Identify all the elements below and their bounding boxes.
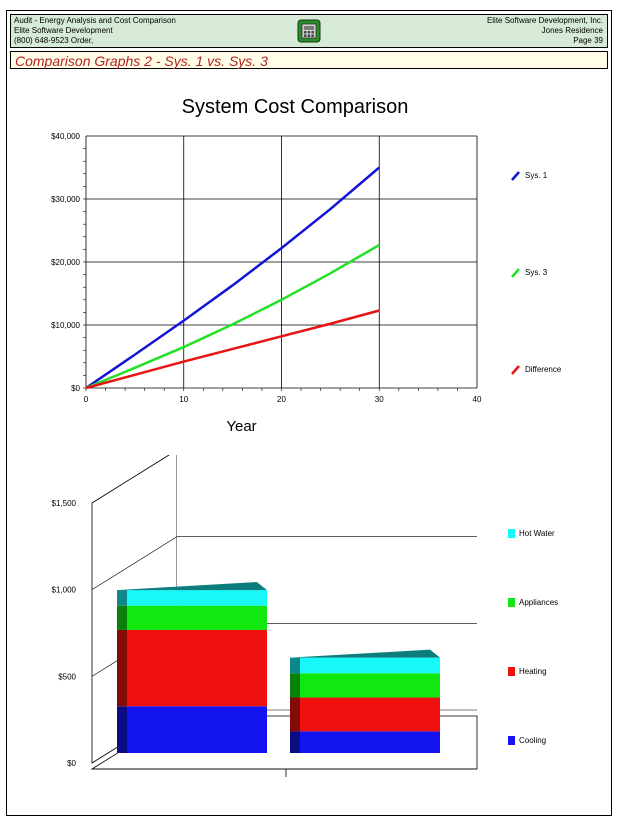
legend-swatch	[508, 736, 515, 745]
x-axis-label: Year	[226, 418, 256, 435]
series-line-2	[85, 309, 380, 390]
header-left: Audit - Energy Analysis and Cost Compari…	[14, 16, 176, 46]
legend-swatch	[508, 667, 515, 676]
y-tick-label: $500	[58, 672, 76, 681]
line-chart: System Cost Comparison 0 10 20 30 40 $0 $10,000…	[51, 96, 562, 435]
bar-side-cooling	[290, 731, 300, 753]
report-header: Audit - Energy Analysis and Cost Compari…	[10, 14, 608, 48]
report-subtitle-bar: Comparison Graphs 2 - Sys. 1 vs. Sys. 3	[10, 51, 608, 69]
legend-label: Difference	[525, 365, 562, 374]
legend-label: Appliances	[519, 598, 558, 607]
y-tick-label: $30,000	[51, 195, 80, 204]
bar-chart: 1st Year System Cost Comparison$0$500$1,…	[52, 455, 558, 777]
legend-swatch	[511, 365, 520, 375]
grid-line-diagonal	[91, 536, 178, 590]
y-tick-label: $10,000	[51, 321, 80, 330]
legend-label: Cooling	[519, 736, 546, 745]
bar-side-cooling	[117, 706, 127, 753]
x-tick-label: 10	[179, 395, 188, 404]
legend-label: Heating	[519, 667, 547, 676]
y-tick-label: $0	[67, 759, 76, 768]
y-tick-label: $0	[71, 384, 80, 393]
header-right-line: Elite Software Development, Inc.	[486, 16, 603, 25]
legend-swatch	[511, 171, 520, 181]
header-left-line: Audit - Energy Analysis and Cost Compari…	[14, 16, 176, 25]
bar-segment-heating	[300, 697, 440, 732]
x-tick-label: 20	[277, 395, 286, 404]
bar-segment-hot-water	[300, 657, 440, 674]
bar-side-hot-water	[290, 657, 300, 674]
bar-top	[117, 582, 267, 591]
bar-segment-hot-water	[127, 590, 267, 606]
legend-swatch	[511, 268, 520, 278]
series-line-0	[85, 166, 381, 390]
report-subtitle: Comparison Graphs 2 - Sys. 1 vs. Sys. 3	[15, 53, 268, 69]
page-border	[6, 10, 612, 816]
x-tick-label: 30	[375, 395, 384, 404]
legend-swatch	[508, 598, 515, 607]
header-right-line: Jones Residence	[541, 26, 603, 35]
bar-segment-cooling	[127, 706, 267, 753]
bar-side-appliances	[290, 673, 300, 698]
bar-side-hot-water	[117, 590, 127, 606]
y-tick-label: $40,000	[51, 132, 80, 141]
legend-label: Sys. 3	[525, 268, 548, 277]
legend-label: Sys. 1	[525, 171, 548, 180]
bar-side-appliances	[117, 605, 127, 630]
header-left-line: (800) 648-9523 Order,	[14, 36, 94, 45]
x-tick-label: 40	[473, 395, 482, 404]
calculator-building-icon	[297, 19, 321, 43]
y-tick-label: $1,000	[52, 586, 77, 595]
bar-side-heating	[117, 629, 127, 707]
legend-label: Hot Water	[519, 529, 555, 538]
y-tick-label: $20,000	[51, 258, 80, 267]
header-right: Elite Software Development, Inc. Jones R…	[487, 16, 603, 46]
y-tick-label: $1,500	[52, 499, 77, 508]
header-left-line: Elite Software Development	[14, 26, 113, 35]
chart-title: System Cost Comparison	[182, 96, 409, 118]
bar-side-heating	[290, 697, 300, 732]
bar-segment-appliances	[127, 605, 267, 630]
bar-segment-heating	[127, 629, 267, 707]
x-tick-label: 0	[84, 395, 89, 404]
legend-swatch	[508, 529, 515, 538]
header-right-line: Page 39	[573, 36, 603, 45]
bar-segment-appliances	[300, 673, 440, 698]
bar-top	[290, 649, 440, 658]
grid-line-diagonal	[91, 455, 170, 504]
series-line-1	[85, 243, 380, 390]
bar-segment-cooling	[300, 731, 440, 753]
